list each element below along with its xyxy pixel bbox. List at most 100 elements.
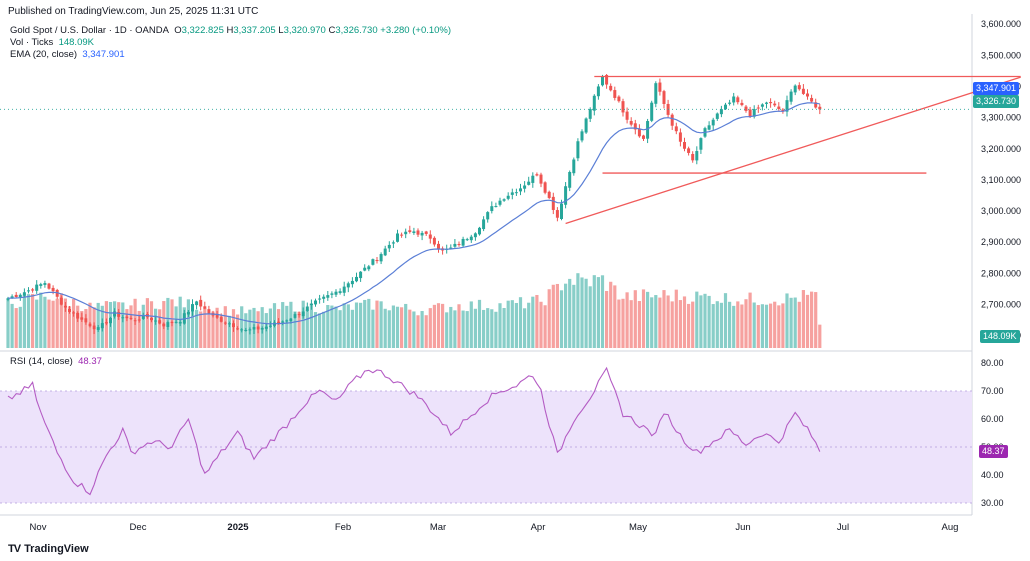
volume-bar (482, 309, 486, 348)
candle-body (346, 283, 350, 288)
candle-body (469, 236, 473, 241)
candle-body (748, 109, 752, 117)
price-tick-label: 3,000.000 (981, 206, 1021, 216)
candle-body (113, 311, 117, 317)
candle-body (773, 103, 777, 106)
candle-body (482, 219, 486, 230)
time-tick-label: Aug (942, 522, 959, 533)
candle-body (223, 322, 227, 324)
volume-bar (814, 292, 818, 348)
volume-bar (145, 298, 149, 348)
volume-bar (367, 298, 371, 348)
volume-bar (338, 310, 342, 348)
volume-bar (744, 299, 748, 348)
candle-body (584, 118, 588, 133)
volume-bar (309, 303, 313, 348)
volume-bar (518, 297, 523, 348)
candle-body (797, 85, 801, 90)
candle-body (502, 199, 506, 201)
volume-bar (350, 309, 354, 348)
volume-bar (22, 294, 26, 348)
tradingview-logo-icon: TV (8, 543, 21, 555)
price-legend: Gold Spot / U.S. Dollar · 1D · OANDA O3,… (10, 25, 451, 37)
volume-bar (810, 291, 814, 348)
candle-body (203, 306, 207, 309)
candle-body (740, 102, 744, 106)
candle-body (121, 317, 125, 319)
volume-bar (182, 307, 186, 348)
volume-bar (719, 302, 723, 348)
candle-body (396, 233, 399, 242)
candle-body (621, 101, 625, 113)
volume-bar (605, 290, 609, 348)
candle-body (531, 175, 535, 183)
volume-bar (793, 297, 797, 348)
volume-bar (551, 284, 555, 348)
volume-bar (789, 297, 793, 348)
candle-body (96, 327, 100, 330)
candle-body (301, 311, 305, 317)
volume-bar (773, 301, 777, 348)
ema-legend: EMA (20, close) 3,347.901 (10, 49, 125, 61)
volume-bar (408, 309, 412, 348)
candle-body (195, 301, 199, 306)
candle-body (711, 119, 715, 126)
volume-bar (441, 303, 445, 348)
candle-body (789, 91, 793, 102)
open-label: O (174, 25, 182, 36)
volume-bar (707, 295, 711, 348)
volume-bar (391, 305, 395, 348)
candle-body (104, 322, 108, 324)
candle-body (494, 206, 498, 208)
candle-body (715, 113, 719, 119)
volume-bar (35, 299, 39, 348)
volume-bar (313, 312, 318, 348)
volume-bar (26, 294, 31, 348)
time-tick-label: Dec (130, 522, 147, 533)
candle-body (342, 286, 346, 293)
candle-body (318, 298, 322, 300)
volume-bar (678, 300, 682, 348)
volume-bar (527, 302, 531, 348)
volume-bar (572, 284, 576, 348)
volume-bar (805, 294, 810, 348)
volume-bar (691, 301, 695, 348)
candle-body (166, 322, 170, 327)
candle-body (412, 231, 416, 233)
volume-bar (641, 289, 646, 348)
candle-body (539, 174, 543, 184)
candle-body (150, 317, 153, 321)
volume-bar (559, 290, 564, 348)
candle-body (162, 323, 166, 327)
volume-bar (728, 301, 732, 348)
volume-bar (330, 305, 334, 348)
rsi-tick-label: 30.00 (981, 498, 1004, 508)
candle-body (691, 153, 695, 161)
candle-body (580, 131, 584, 141)
volume-bar (342, 303, 346, 348)
volume-bar (297, 311, 301, 348)
volume-bar (285, 305, 289, 348)
tradingview-brand[interactable]: TV TradingView (8, 543, 89, 555)
time-tick-label: Nov (30, 522, 47, 533)
volume-bar (400, 307, 404, 348)
volume-bar (236, 314, 240, 348)
candle-body (76, 312, 80, 319)
candle-body (428, 234, 432, 239)
volume-bar (305, 309, 309, 348)
volume-bar (137, 310, 141, 348)
volume-bar (621, 298, 625, 348)
candle-body (527, 181, 531, 185)
candle-body (728, 102, 732, 104)
candle-body (568, 172, 572, 188)
candle-body (158, 320, 162, 324)
candle-body (457, 244, 461, 246)
rsi-value-tag: 48.37 (979, 445, 1008, 458)
volume-bar (59, 293, 63, 348)
ema-value: 3,347.901 (82, 49, 125, 60)
volume-bar (47, 299, 51, 348)
time-tick-label: Feb (335, 522, 351, 533)
volume-bar (211, 311, 215, 348)
candle-body (248, 329, 252, 331)
